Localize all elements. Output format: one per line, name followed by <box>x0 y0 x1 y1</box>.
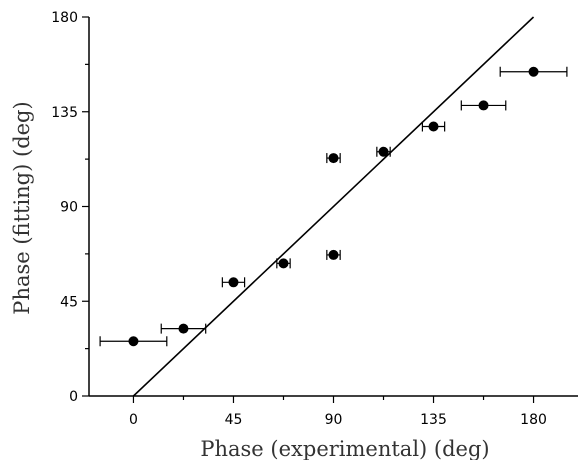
data-point <box>478 100 489 111</box>
y-tick-label: 135 <box>51 105 78 121</box>
data-point <box>178 323 189 334</box>
data-point <box>328 153 339 164</box>
x-tick-label: 45 <box>225 412 243 428</box>
fit-line <box>132 16 535 397</box>
ticks <box>82 16 535 403</box>
data-point <box>128 336 139 347</box>
y-tick-label: 90 <box>60 200 78 216</box>
y-tick-label: 45 <box>60 294 78 310</box>
data-point <box>528 66 539 77</box>
data-point <box>228 277 239 288</box>
data-point <box>428 121 439 132</box>
y-tick-label: 180 <box>51 10 78 26</box>
data-point <box>328 249 339 260</box>
y-tick-label: 0 <box>69 389 78 405</box>
x-axis-title: Phase (experimental) (deg) <box>200 437 489 460</box>
y-axis-title: Phase (fitting) (deg) <box>10 101 34 314</box>
x-tick-label: 90 <box>325 412 343 428</box>
tick-labels: 0 45 90 135 180 0 45 90 135 180 <box>51 10 547 428</box>
data-point <box>278 258 289 269</box>
x-tick-label: 135 <box>420 412 447 428</box>
reference-line <box>132 16 535 397</box>
data-markers <box>128 66 539 347</box>
data-point <box>378 146 389 157</box>
x-tick-label: 0 <box>129 412 138 428</box>
x-tick-label: 180 <box>520 412 547 428</box>
